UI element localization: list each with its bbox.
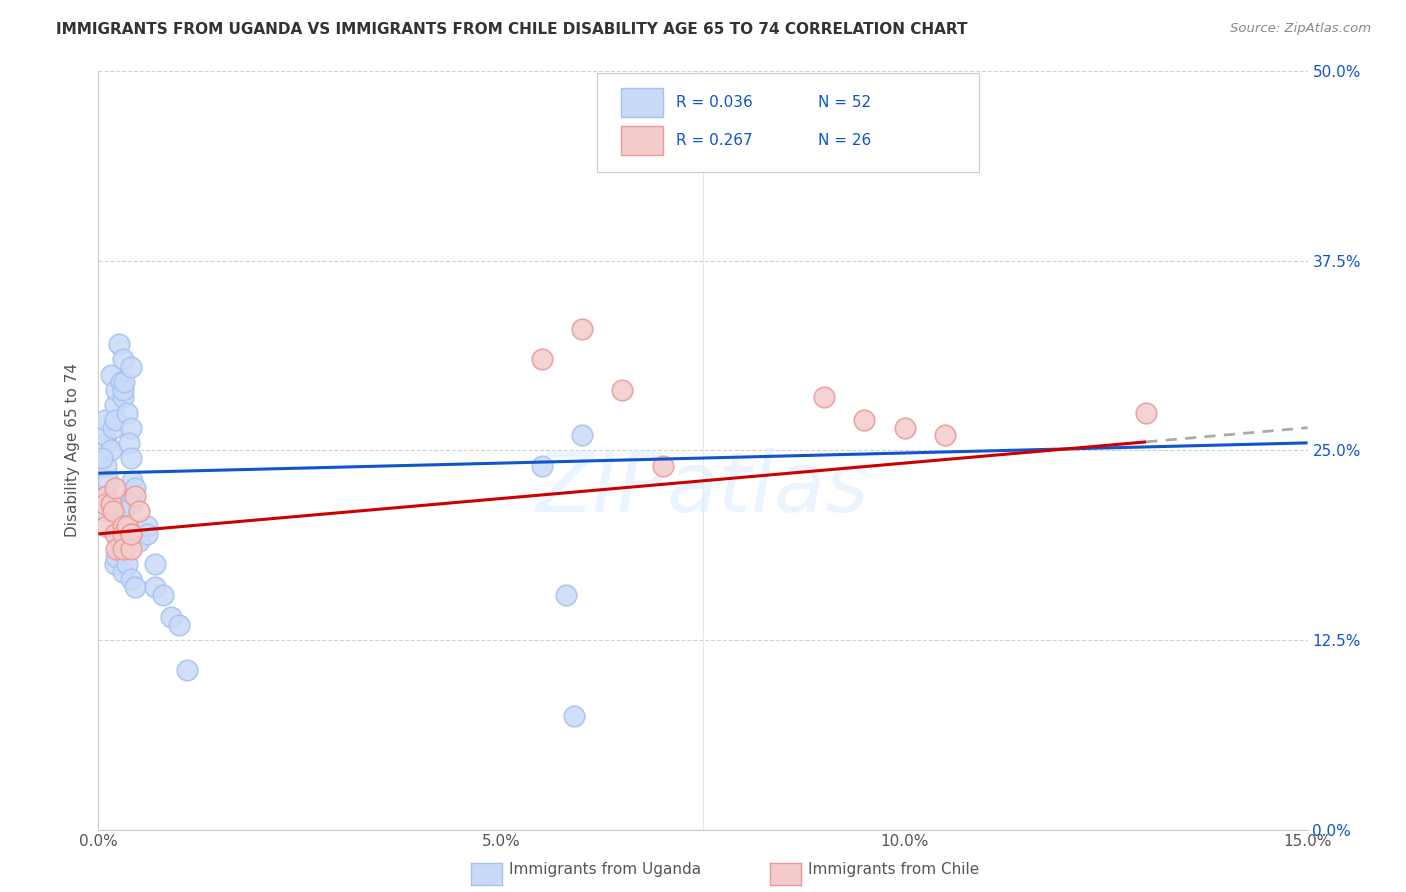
- Point: [176, 664, 198, 678]
- Point: [571, 322, 593, 336]
- Point: [103, 557, 125, 572]
- Text: R = 0.267: R = 0.267: [676, 133, 754, 148]
- Point: [562, 708, 585, 723]
- Point: [91, 451, 114, 466]
- Point: [167, 617, 190, 632]
- Point: [103, 398, 125, 412]
- Point: [100, 496, 122, 510]
- Point: [120, 359, 142, 375]
- Point: [96, 489, 118, 503]
- FancyBboxPatch shape: [596, 73, 979, 172]
- Bar: [621, 126, 664, 155]
- Point: [934, 428, 956, 442]
- Point: [143, 557, 166, 572]
- Point: [96, 489, 118, 503]
- Point: [111, 391, 134, 405]
- Point: [103, 482, 125, 496]
- Point: [120, 451, 142, 466]
- Point: [110, 376, 132, 390]
- Point: [120, 573, 142, 587]
- Point: [94, 428, 117, 442]
- Point: [100, 443, 122, 458]
- Point: [107, 337, 129, 351]
- Point: [120, 542, 142, 557]
- Text: ZIPatlas: ZIPatlas: [536, 448, 870, 529]
- Point: [135, 526, 157, 541]
- Point: [97, 474, 120, 488]
- Point: [96, 519, 118, 533]
- Point: [105, 383, 128, 397]
- Bar: [621, 88, 664, 117]
- Point: [124, 580, 146, 594]
- Point: [612, 383, 634, 397]
- Point: [101, 504, 124, 518]
- Point: [115, 557, 138, 572]
- Text: Immigrants from Uganda: Immigrants from Uganda: [509, 863, 702, 877]
- Point: [128, 534, 150, 549]
- Point: [651, 458, 673, 473]
- Point: [1135, 405, 1157, 420]
- Point: [124, 482, 146, 496]
- Point: [111, 565, 134, 579]
- Point: [120, 496, 142, 510]
- Point: [555, 588, 578, 602]
- Point: [105, 542, 128, 557]
- Point: [96, 436, 118, 450]
- Point: [103, 413, 125, 427]
- Point: [111, 352, 134, 367]
- Point: [530, 352, 553, 367]
- Point: [160, 610, 183, 624]
- Point: [152, 588, 174, 602]
- Point: [111, 519, 134, 533]
- Text: Immigrants from Chile: Immigrants from Chile: [808, 863, 980, 877]
- Point: [111, 542, 134, 557]
- Point: [101, 421, 124, 435]
- Point: [120, 489, 142, 503]
- Point: [96, 458, 118, 473]
- Text: R = 0.036: R = 0.036: [676, 95, 754, 110]
- Point: [111, 504, 134, 518]
- Point: [571, 428, 593, 442]
- Point: [853, 413, 876, 427]
- Point: [94, 496, 117, 510]
- Point: [143, 580, 166, 594]
- Point: [135, 519, 157, 533]
- Point: [120, 526, 142, 541]
- Y-axis label: Disability Age 65 to 74: Disability Age 65 to 74: [65, 363, 80, 538]
- Point: [100, 368, 122, 382]
- Point: [112, 376, 135, 390]
- Point: [96, 504, 118, 518]
- Point: [105, 549, 128, 564]
- Point: [128, 504, 150, 518]
- Point: [111, 526, 134, 541]
- Point: [813, 391, 835, 405]
- Point: [124, 489, 146, 503]
- Point: [107, 534, 129, 549]
- Point: [120, 526, 142, 541]
- Point: [118, 436, 141, 450]
- Point: [121, 474, 143, 488]
- Text: N = 26: N = 26: [818, 133, 872, 148]
- Point: [111, 526, 134, 541]
- Text: N = 52: N = 52: [818, 95, 870, 110]
- Point: [115, 519, 138, 533]
- Point: [115, 405, 138, 420]
- Point: [893, 421, 915, 435]
- Point: [120, 421, 142, 435]
- Text: Source: ZipAtlas.com: Source: ZipAtlas.com: [1230, 22, 1371, 36]
- Point: [530, 458, 553, 473]
- Text: IMMIGRANTS FROM UGANDA VS IMMIGRANTS FROM CHILE DISABILITY AGE 65 TO 74 CORRELAT: IMMIGRANTS FROM UGANDA VS IMMIGRANTS FRO…: [56, 22, 967, 37]
- Point: [94, 413, 117, 427]
- Point: [115, 519, 138, 533]
- Point: [111, 383, 134, 397]
- Point: [103, 526, 125, 541]
